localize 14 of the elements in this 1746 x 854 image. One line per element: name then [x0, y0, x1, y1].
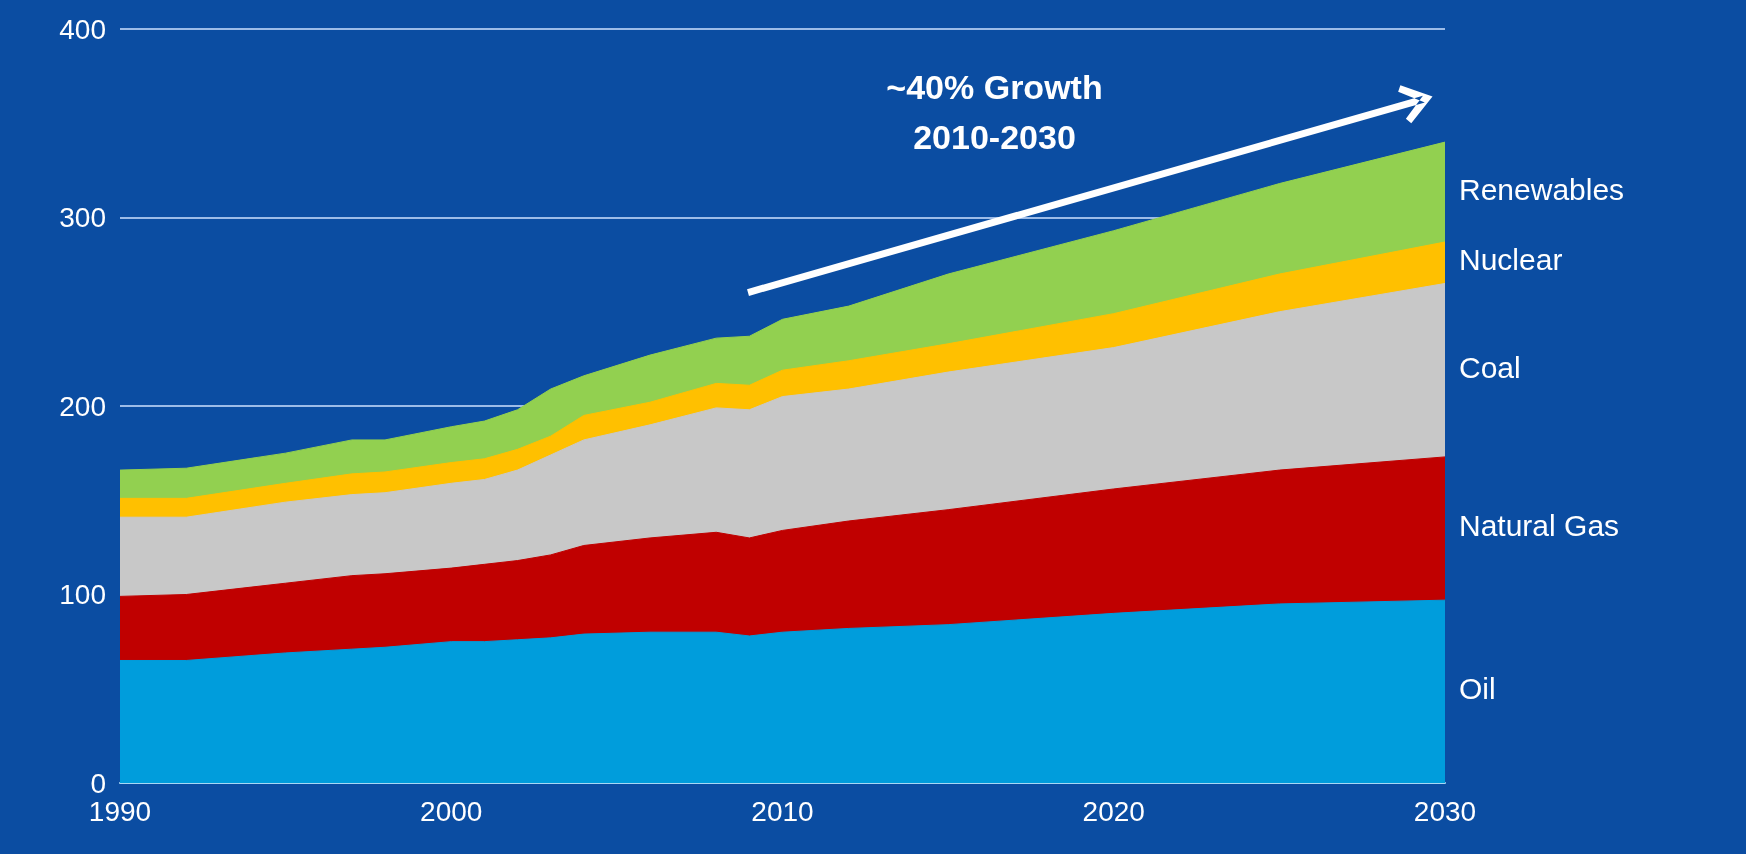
- series-label: Oil: [1459, 672, 1496, 706]
- x-tick-label: 2030: [1413, 795, 1477, 827]
- annotation: ~40% Growth 2010-2030: [886, 68, 1103, 156]
- x-tick-label: 2020: [1082, 795, 1145, 827]
- series-label: Renewables: [1459, 172, 1625, 206]
- series-label: Coal: [1459, 350, 1521, 384]
- y-tick-label: 400: [59, 13, 106, 45]
- x-tick-label: 2010: [751, 795, 814, 827]
- x-tick-label: 2000: [420, 795, 483, 827]
- series-label: Natural Gas: [1459, 509, 1620, 543]
- y-tick-label: 300: [59, 202, 106, 233]
- y-tick-label: 200: [59, 390, 106, 422]
- y-tick-label: 100: [59, 579, 106, 610]
- series-label: Nuclear: [1459, 243, 1563, 277]
